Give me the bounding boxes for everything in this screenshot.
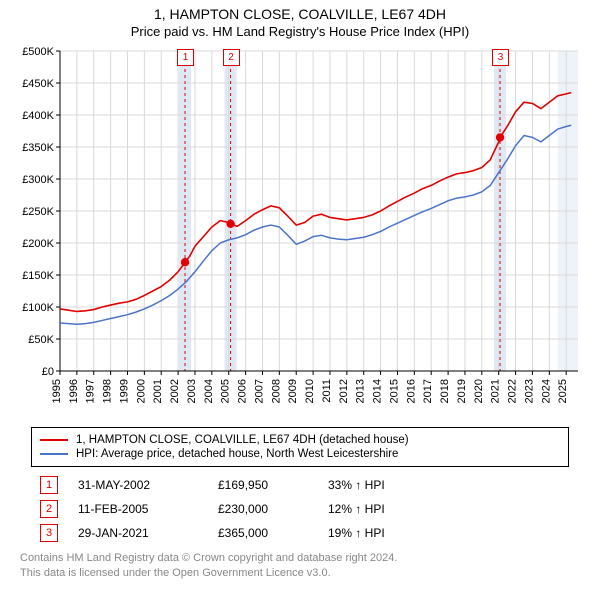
legend-label: HPI: Average price, detached house, Nort… bbox=[76, 448, 398, 460]
x-tick-label: 2015 bbox=[388, 379, 400, 403]
x-tick-label: 2017 bbox=[422, 379, 434, 403]
x-tick-label: 2025 bbox=[557, 379, 569, 403]
y-tick-label: £500K bbox=[22, 46, 54, 58]
x-tick-label: 2022 bbox=[507, 379, 519, 403]
chart-area: £0 £50K £100K £150K £200K £250K £300K £350K £400… bbox=[10, 43, 590, 423]
legend-swatch bbox=[40, 453, 68, 455]
footer-line-1: Contains HM Land Registry data © Crown c… bbox=[20, 551, 580, 566]
y-tick-label: £400K bbox=[22, 110, 54, 122]
x-tick-label: 2023 bbox=[523, 379, 535, 403]
x-tick-label: 2018 bbox=[439, 379, 451, 403]
sale-price: £169,950 bbox=[218, 478, 308, 492]
x-tick-label: 2016 bbox=[405, 379, 417, 403]
x-tick-label: 2001 bbox=[152, 379, 164, 403]
x-tick-label: 1997 bbox=[85, 379, 97, 403]
x-tick-label: 2004 bbox=[203, 379, 215, 403]
footer-line-2: This data is licensed under the Open Gov… bbox=[20, 566, 580, 581]
x-tick-label: 2008 bbox=[270, 379, 282, 403]
sale-row: 2 11-FEB-2005 £230,000 12% ↑ HPI bbox=[40, 497, 560, 521]
y-tick-label: £300K bbox=[22, 174, 54, 186]
x-tick-label: 2021 bbox=[490, 379, 502, 403]
x-tick-label: 2003 bbox=[186, 379, 198, 403]
sale-badge: 3 bbox=[40, 524, 58, 542]
legend-item: 1, HAMPTON CLOSE, COALVILLE, LE67 4DH (d… bbox=[40, 433, 560, 447]
sale-marker-badge: 1 bbox=[177, 49, 194, 66]
x-tick-label: 2010 bbox=[304, 379, 316, 403]
y-tick-label: £100K bbox=[22, 302, 54, 314]
chart-svg: £0 £50K £100K £150K £200K £250K £300K £350K £400… bbox=[10, 43, 590, 423]
sale-marker-badge: 2 bbox=[223, 49, 240, 66]
y-tick-label: £50K bbox=[28, 334, 54, 346]
x-tick-label: 1996 bbox=[68, 379, 80, 403]
sale-price: £365,000 bbox=[218, 526, 308, 540]
sale-pct: 19% ↑ HPI bbox=[328, 526, 438, 540]
legend-swatch bbox=[40, 439, 68, 441]
x-tick-label: 1998 bbox=[102, 379, 114, 403]
title-sub: Price paid vs. HM Land Registry's House … bbox=[0, 24, 600, 39]
sale-row: 3 29-JAN-2021 £365,000 19% ↑ HPI bbox=[40, 521, 560, 545]
x-tick-label: 2012 bbox=[338, 379, 350, 403]
y-tick-label: £0 bbox=[42, 366, 54, 378]
sale-marker-badge: 3 bbox=[492, 49, 509, 66]
x-tick-label: 2007 bbox=[253, 379, 265, 403]
x-tick-label: 2011 bbox=[321, 379, 333, 403]
x-tick-label: 2005 bbox=[220, 379, 232, 403]
chart-titles: 1, HAMPTON CLOSE, COALVILLE, LE67 4DH Pr… bbox=[0, 0, 600, 39]
x-tick-label: 2006 bbox=[237, 379, 249, 403]
x-tick-label: 2019 bbox=[456, 379, 468, 403]
sale-pct: 12% ↑ HPI bbox=[328, 502, 438, 516]
sale-pct: 33% ↑ HPI bbox=[328, 478, 438, 492]
title-main: 1, HAMPTON CLOSE, COALVILLE, LE67 4DH bbox=[0, 6, 600, 22]
y-tick-label: £450K bbox=[22, 78, 54, 90]
x-tick-label: 2024 bbox=[540, 379, 552, 403]
footer-attribution: Contains HM Land Registry data © Crown c… bbox=[20, 551, 580, 589]
y-tick-label: £250K bbox=[22, 206, 54, 218]
legend: 1, HAMPTON CLOSE, COALVILLE, LE67 4DH (d… bbox=[31, 427, 569, 467]
sale-badge: 1 bbox=[40, 476, 58, 494]
x-tick-label: 2013 bbox=[355, 379, 367, 403]
y-tick-label: £200K bbox=[22, 238, 54, 250]
sale-date: 31-MAY-2002 bbox=[78, 478, 198, 492]
page-container: 1, HAMPTON CLOSE, COALVILLE, LE67 4DH Pr… bbox=[0, 0, 600, 589]
y-tick-label: £150K bbox=[22, 270, 54, 282]
legend-item: HPI: Average price, detached house, Nort… bbox=[40, 447, 560, 461]
x-tick-label: 1999 bbox=[118, 379, 130, 403]
sale-price: £230,000 bbox=[218, 502, 308, 516]
sale-date: 11-FEB-2005 bbox=[78, 502, 198, 516]
x-tick-label: 1995 bbox=[51, 379, 63, 403]
sales-table: 1 31-MAY-2002 £169,950 33% ↑ HPI 2 11-FEB-200… bbox=[40, 473, 560, 545]
x-tick-label: 2014 bbox=[372, 379, 384, 403]
x-tick-label: 2000 bbox=[135, 379, 147, 403]
x-tick-label: 2020 bbox=[473, 379, 485, 403]
legend-label: 1, HAMPTON CLOSE, COALVILLE, LE67 4DH (d… bbox=[76, 434, 409, 446]
sale-badge: 2 bbox=[40, 500, 58, 518]
x-tick-label: 2009 bbox=[287, 379, 299, 403]
sale-row: 1 31-MAY-2002 £169,950 33% ↑ HPI bbox=[40, 473, 560, 497]
x-tick-label: 2002 bbox=[169, 379, 181, 403]
sale-date: 29-JAN-2021 bbox=[78, 526, 198, 540]
y-tick-label: £350K bbox=[22, 142, 54, 154]
